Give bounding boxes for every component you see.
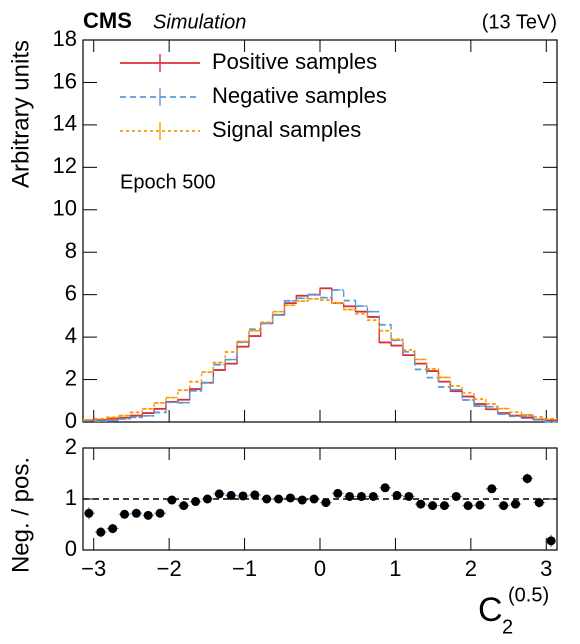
ratio-point <box>226 490 236 500</box>
ratio-point <box>356 491 366 501</box>
ratio-point <box>404 491 414 501</box>
y-tick-label: 12 <box>53 153 77 178</box>
ratio-point <box>108 524 118 534</box>
ratio-point <box>202 494 212 504</box>
ratio-point <box>120 509 130 519</box>
y-tick-label: 0 <box>65 408 77 433</box>
x-tick-label: 1 <box>389 556 401 581</box>
histogram-outline <box>83 289 557 423</box>
y-axis-label: Arbitrary units <box>7 40 34 188</box>
ratio-point <box>380 483 390 493</box>
x-axis-label: C <box>478 591 503 629</box>
x-axis-label-sup: (0.5) <box>508 584 549 606</box>
ratio-point <box>250 490 260 500</box>
y-tick-label: 2 <box>65 365 77 390</box>
ratio-point <box>463 501 473 511</box>
histogram-outline <box>83 298 557 421</box>
ratio-point <box>155 508 165 518</box>
ratio-point <box>416 499 426 509</box>
status: Simulation <box>153 11 246 33</box>
ratio-point <box>274 494 284 504</box>
ratio-point <box>522 474 532 484</box>
annotation: Epoch 500 <box>120 171 216 193</box>
y-tick-label: 6 <box>65 280 77 305</box>
ratio-point <box>309 494 319 504</box>
energy: (13 TeV) <box>482 11 557 33</box>
y-tick-label: 2 <box>65 434 77 459</box>
ratio-point <box>499 501 509 511</box>
y-tick-label: 16 <box>53 68 77 93</box>
ratio-point <box>475 500 485 510</box>
ratio-point <box>368 491 378 501</box>
legend-label: Signal samples <box>212 117 361 142</box>
ratio-point <box>439 501 449 511</box>
y-tick-label: 14 <box>53 111 77 136</box>
ratio-point <box>345 491 355 501</box>
x-tick-label: −3 <box>81 556 106 581</box>
x-tick-label: 2 <box>465 556 477 581</box>
y-tick-label: 4 <box>65 323 77 348</box>
x-tick-label: −1 <box>232 556 257 581</box>
y-tick-label: 18 <box>53 26 77 51</box>
ratio-point <box>487 484 497 494</box>
ratio-point <box>84 508 94 518</box>
ratio-point <box>510 499 520 509</box>
ratio-point <box>297 495 307 505</box>
ratio-y-label: Neg. / pos. <box>7 457 34 573</box>
ratio-point <box>214 489 224 499</box>
x-tick-label: 0 <box>314 556 326 581</box>
y-tick-label: 0 <box>65 536 77 561</box>
ratio-point <box>546 536 556 546</box>
ratio-point <box>285 493 295 503</box>
y-tick-label: 8 <box>65 238 77 263</box>
y-tick-label: 10 <box>53 196 77 221</box>
ratio-point <box>131 508 141 518</box>
x-axis-label-sub: 2 <box>502 616 513 638</box>
legend-label: Negative samples <box>212 83 387 108</box>
ratio-point <box>534 498 544 508</box>
ratio-point <box>143 510 153 520</box>
ratio-point <box>392 490 402 500</box>
experiment: CMS <box>83 8 132 33</box>
x-tick-label: 3 <box>540 556 552 581</box>
ratio-point <box>451 491 461 501</box>
legend-label: Positive samples <box>212 49 377 74</box>
x-tick-label: −2 <box>157 556 182 581</box>
ratio-point <box>96 527 106 537</box>
ratio-point <box>321 498 331 508</box>
ratio-point <box>238 491 248 501</box>
ratio-point <box>191 497 201 507</box>
ratio-point <box>262 494 272 504</box>
ratio-point <box>333 488 343 498</box>
y-tick-label: 1 <box>65 485 77 510</box>
ratio-point <box>179 501 189 511</box>
ratio-point <box>167 495 177 505</box>
ratio-point <box>428 501 438 511</box>
